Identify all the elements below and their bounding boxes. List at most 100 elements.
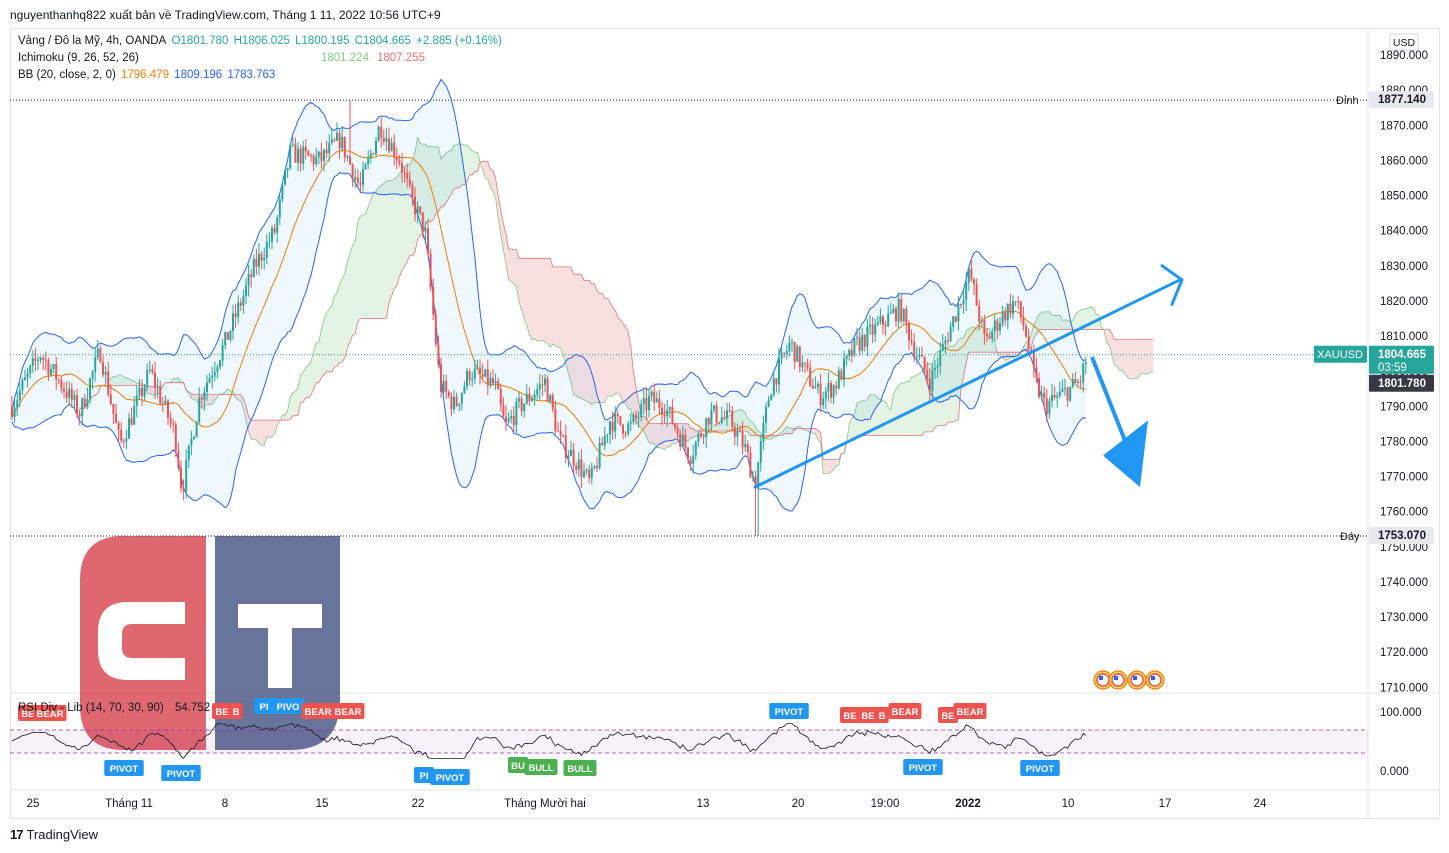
kumo-segment <box>113 376 116 386</box>
tradingview-footer[interactable]: 17 TradingView <box>10 827 98 842</box>
candle-body <box>871 324 874 335</box>
kumo-segment <box>545 258 548 344</box>
candle-body <box>304 146 307 152</box>
rsi-marker-text: BEAR <box>37 709 64 720</box>
rsi-marker-text: BEAR <box>305 707 332 718</box>
up-arrow-head <box>1160 264 1184 306</box>
candle-body <box>575 465 578 470</box>
candle-body <box>57 379 60 381</box>
candle-body <box>681 434 684 447</box>
kumo-segment <box>422 144 426 234</box>
candle-body <box>752 476 754 478</box>
rsi-marker-bear: BEAR <box>301 703 335 719</box>
candle-body <box>497 381 500 390</box>
rsi-line <box>11 723 1087 760</box>
rsi-marker-box <box>888 703 922 719</box>
legend-ichimoku-row[interactable]: Ichimoku (9, 26, 52, 26) 1801.224 1807.2… <box>18 52 425 64</box>
rsi-marker-pivot: PI <box>414 767 434 783</box>
kumo-segment <box>656 423 660 448</box>
candle-body <box>746 444 749 453</box>
rsi-marker-text: PIVOT <box>110 764 139 775</box>
symbol-tag: XAUUSD <box>1314 345 1367 363</box>
candle-body <box>219 360 221 368</box>
candle-body <box>887 313 890 327</box>
candle-body <box>525 393 528 404</box>
kumo-segment <box>815 428 818 440</box>
us-flag-event-icon <box>1127 670 1147 690</box>
us-flag-event-icon <box>1108 670 1128 690</box>
candle-body <box>510 415 513 419</box>
candle-body <box>705 418 708 438</box>
low-price-tag: 1753.070 <box>1369 527 1434 545</box>
candle-body <box>367 157 370 165</box>
ohlc-high: H1806.025 <box>233 35 290 47</box>
kumo-segment <box>633 370 636 422</box>
candle-body <box>596 466 598 469</box>
candle-body <box>182 488 185 492</box>
rsi-marker-box <box>563 760 597 776</box>
candle-body <box>120 429 123 441</box>
open-price-tag-text: 1801.780 <box>1378 378 1426 390</box>
candle-body <box>86 398 89 408</box>
senkou-span-b <box>79 160 1154 460</box>
legend-bb-row[interactable]: BB (20, close, 2, 0) 1796.479 1809.196 1… <box>18 69 277 81</box>
trend-annotations[interactable] <box>753 264 1184 489</box>
rsi-marker-pivot: PIVOT <box>104 760 144 776</box>
rsi-legend[interactable]: RSI Div - Lib (14, 70, 30, 90) 54.752 <box>18 702 212 714</box>
kumo-segment <box>1031 324 1034 348</box>
us-flag-event-icon <box>1093 670 1113 690</box>
candle-body <box>895 308 897 322</box>
candle-body <box>965 282 968 301</box>
candle-body <box>892 308 895 313</box>
candle-body <box>601 442 604 446</box>
candle-body <box>458 403 461 406</box>
candle-body <box>845 355 848 360</box>
rsi-marker-text: BEAR <box>335 707 362 718</box>
kumo-segment <box>259 420 262 446</box>
economic-event-icons[interactable] <box>1093 670 1165 690</box>
candle-body <box>1061 388 1064 392</box>
candle-body <box>702 436 705 438</box>
rsi-marker-text: BEAR <box>957 707 984 718</box>
last-price-tag-box <box>1369 345 1434 374</box>
candle-body <box>801 362 804 368</box>
candle-body <box>190 438 193 446</box>
kumo-segment <box>672 423 675 444</box>
rsi-marker-box <box>858 707 878 723</box>
tradingview-logo-icon: 17 <box>10 827 24 842</box>
candle-body <box>533 394 536 399</box>
kumo-segment <box>287 397 291 421</box>
kumo-segment <box>131 380 135 386</box>
price-tick-label: 1770.000 <box>1380 472 1428 484</box>
candle-body <box>16 400 19 408</box>
candle-body <box>1009 303 1012 314</box>
ichimoku-cloud <box>79 136 1154 474</box>
candle-body <box>780 352 783 359</box>
kumo-segment <box>448 150 452 199</box>
candle-body <box>986 333 988 337</box>
kumo-segment <box>623 323 626 403</box>
candle-body <box>1066 388 1069 401</box>
kumo-segment <box>953 344 956 423</box>
candle-body <box>1069 386 1072 401</box>
time-axis[interactable]: 25 Tháng 11 8 15 22 Tháng Mười hai 13 20 19:00 20… <box>27 798 1267 810</box>
kumo-segment <box>898 382 902 436</box>
kumo-segment <box>916 373 920 436</box>
price-axis[interactable]: 1890.0001880.0001870.0001860.0001850.000… <box>1314 33 1434 694</box>
kumo-segment <box>534 258 538 342</box>
kumo-segment <box>402 166 405 271</box>
candle-body <box>395 157 398 161</box>
kumo-segment <box>724 416 727 431</box>
candle-body <box>193 437 195 439</box>
candle-body <box>151 369 154 373</box>
candle-body <box>762 422 765 442</box>
candle-body <box>671 406 674 424</box>
kumo-segment <box>303 367 306 403</box>
candle-body <box>658 398 661 408</box>
rsi-marker-box <box>104 760 144 776</box>
kumo-segment <box>872 394 876 436</box>
candle-body <box>455 396 458 406</box>
kumo-segment <box>321 320 324 378</box>
ichimoku-value-b: 1807.255 <box>377 52 425 64</box>
